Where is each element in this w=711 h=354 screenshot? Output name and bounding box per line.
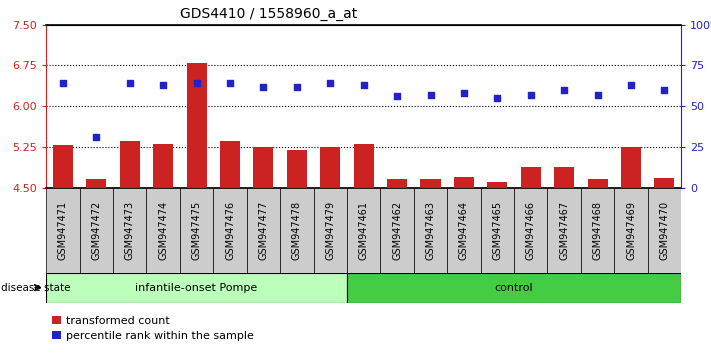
Text: infantile-onset Pompe: infantile-onset Pompe <box>136 282 257 293</box>
Bar <box>287 150 307 188</box>
Point <box>191 81 203 86</box>
Text: GSM947468: GSM947468 <box>592 201 603 259</box>
Bar <box>314 188 347 273</box>
Bar <box>119 142 140 188</box>
Point <box>224 81 235 86</box>
Bar <box>146 188 180 273</box>
Bar <box>581 188 614 273</box>
Bar <box>213 188 247 273</box>
Text: GSM947466: GSM947466 <box>525 201 536 259</box>
Point <box>90 134 102 140</box>
Text: GSM947463: GSM947463 <box>425 201 436 259</box>
Bar <box>320 147 341 188</box>
Text: GSM947471: GSM947471 <box>58 200 68 260</box>
Bar <box>587 179 608 188</box>
Text: GSM947470: GSM947470 <box>659 200 670 260</box>
Point <box>324 81 336 86</box>
Text: GSM947473: GSM947473 <box>124 200 135 260</box>
Point <box>592 92 603 98</box>
Text: GSM947474: GSM947474 <box>158 200 169 260</box>
Point <box>391 93 402 99</box>
Text: GSM947467: GSM947467 <box>559 200 570 260</box>
Bar <box>347 188 380 273</box>
Bar <box>648 188 681 273</box>
Text: GSM947469: GSM947469 <box>626 201 636 259</box>
Point <box>458 90 469 96</box>
Point <box>626 82 637 88</box>
Bar <box>487 182 508 188</box>
Bar <box>113 188 146 273</box>
Text: disease state: disease state <box>1 282 70 293</box>
Point <box>658 87 670 93</box>
Point <box>491 95 503 101</box>
Text: GSM947465: GSM947465 <box>492 200 503 260</box>
Bar <box>454 177 474 188</box>
Bar <box>547 188 581 273</box>
Bar <box>347 273 681 303</box>
Bar <box>46 273 347 303</box>
Bar <box>380 188 414 273</box>
Bar <box>514 188 547 273</box>
Text: control: control <box>495 282 533 293</box>
Bar <box>280 188 314 273</box>
Text: GSM947479: GSM947479 <box>325 200 336 260</box>
Bar <box>414 188 447 273</box>
Bar <box>53 145 73 188</box>
Bar <box>80 188 113 273</box>
Point <box>358 82 369 88</box>
Bar <box>621 147 641 188</box>
Bar <box>654 178 675 188</box>
Bar <box>253 147 274 188</box>
Bar <box>520 167 541 188</box>
Point <box>292 84 303 90</box>
Bar <box>420 179 441 188</box>
Text: GSM947462: GSM947462 <box>392 200 402 260</box>
Text: GSM947472: GSM947472 <box>91 200 102 260</box>
Bar <box>153 144 173 188</box>
Bar <box>186 63 207 188</box>
Text: GSM947478: GSM947478 <box>292 200 302 260</box>
Legend: transformed count, percentile rank within the sample: transformed count, percentile rank withi… <box>52 315 254 341</box>
Bar <box>554 167 574 188</box>
Point <box>124 81 135 86</box>
Bar <box>353 144 374 188</box>
Bar <box>247 188 280 273</box>
Point <box>257 84 269 90</box>
Bar <box>614 188 648 273</box>
Bar <box>447 188 481 273</box>
Bar <box>46 188 80 273</box>
Bar <box>220 142 240 188</box>
Bar <box>481 188 514 273</box>
Text: GSM947477: GSM947477 <box>258 200 269 260</box>
Text: GSM947464: GSM947464 <box>459 201 469 259</box>
Bar <box>86 179 107 188</box>
Point <box>525 92 536 98</box>
Point <box>424 92 436 98</box>
Point <box>58 81 68 86</box>
Bar <box>180 188 213 273</box>
Point <box>559 87 570 93</box>
Text: GSM947475: GSM947475 <box>191 200 202 260</box>
Text: GSM947476: GSM947476 <box>225 200 235 260</box>
Bar <box>387 179 407 188</box>
Text: GSM947461: GSM947461 <box>358 201 369 259</box>
Text: GDS4410 / 1558960_a_at: GDS4410 / 1558960_a_at <box>180 7 357 21</box>
Point <box>157 82 169 88</box>
